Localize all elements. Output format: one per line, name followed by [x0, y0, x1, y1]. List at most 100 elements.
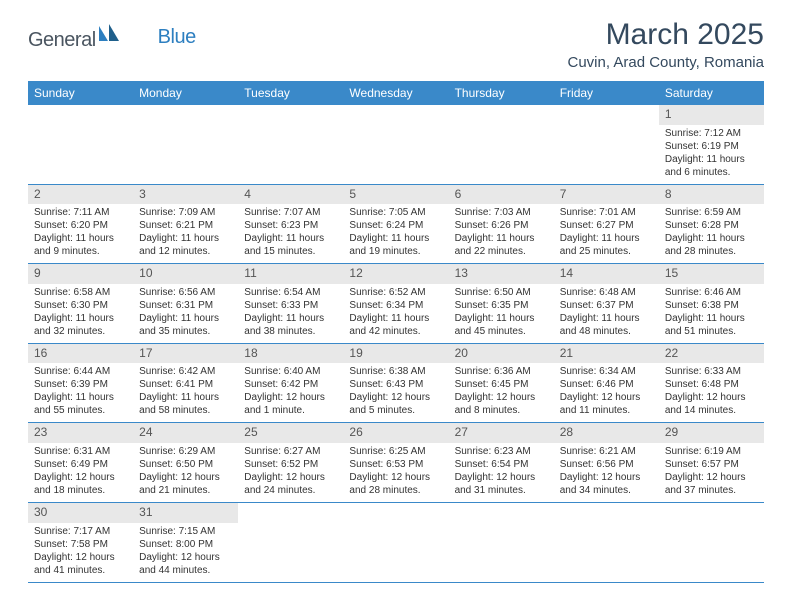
sunrise-text: Sunrise: 7:05 AM — [349, 206, 442, 219]
calendar-day-cell: 8Sunrise: 6:59 AMSunset: 6:28 PMDaylight… — [659, 184, 764, 264]
calendar-day-cell: 25Sunrise: 6:27 AMSunset: 6:52 PMDayligh… — [238, 423, 343, 503]
daylight-text: and 35 minutes. — [139, 325, 232, 338]
sunrise-text: Sunrise: 6:59 AM — [665, 206, 758, 219]
daylight-text: and 34 minutes. — [560, 484, 653, 497]
sunset-text: Sunset: 6:26 PM — [455, 219, 548, 232]
sunset-text: Sunset: 6:28 PM — [665, 219, 758, 232]
sunrise-text: Sunrise: 7:03 AM — [455, 206, 548, 219]
daylight-text: Daylight: 11 hours — [665, 153, 758, 166]
sunset-text: Sunset: 8:00 PM — [139, 538, 232, 551]
calendar-week-row: 2Sunrise: 7:11 AMSunset: 6:20 PMDaylight… — [28, 184, 764, 264]
day-number: 5 — [343, 185, 448, 205]
sunrise-text: Sunrise: 7:01 AM — [560, 206, 653, 219]
daylight-text: Daylight: 12 hours — [139, 551, 232, 564]
daylight-text: Daylight: 12 hours — [560, 471, 653, 484]
sunrise-text: Sunrise: 6:56 AM — [139, 286, 232, 299]
daylight-text: Daylight: 12 hours — [560, 391, 653, 404]
daylight-text: Daylight: 12 hours — [244, 471, 337, 484]
calendar-day-cell: 31Sunrise: 7:15 AMSunset: 8:00 PMDayligh… — [133, 502, 238, 582]
day-number: 28 — [554, 423, 659, 443]
sunrise-text: Sunrise: 7:07 AM — [244, 206, 337, 219]
daylight-text: and 19 minutes. — [349, 245, 442, 258]
calendar-day-cell: 3Sunrise: 7:09 AMSunset: 6:21 PMDaylight… — [133, 184, 238, 264]
sunrise-text: Sunrise: 6:40 AM — [244, 365, 337, 378]
page-header: General Blue March 2025 Cuvin, Arad Coun… — [28, 18, 764, 71]
sunset-text: Sunset: 6:42 PM — [244, 378, 337, 391]
daylight-text: and 5 minutes. — [349, 404, 442, 417]
sunset-text: Sunset: 6:52 PM — [244, 458, 337, 471]
sunrise-text: Sunrise: 6:31 AM — [34, 445, 127, 458]
calendar-day-cell: 5Sunrise: 7:05 AMSunset: 6:24 PMDaylight… — [343, 184, 448, 264]
daylight-text: Daylight: 11 hours — [665, 232, 758, 245]
calendar-week-row: 9Sunrise: 6:58 AMSunset: 6:30 PMDaylight… — [28, 264, 764, 344]
daylight-text: Daylight: 11 hours — [34, 312, 127, 325]
sunrise-text: Sunrise: 6:19 AM — [665, 445, 758, 458]
daylight-text: and 6 minutes. — [665, 166, 758, 179]
day-number: 7 — [554, 185, 659, 205]
day-number: 9 — [28, 264, 133, 284]
calendar-day-cell: 17Sunrise: 6:42 AMSunset: 6:41 PMDayligh… — [133, 343, 238, 423]
day-number: 3 — [133, 185, 238, 205]
sunset-text: Sunset: 6:38 PM — [665, 299, 758, 312]
daylight-text: and 14 minutes. — [665, 404, 758, 417]
day-number: 27 — [449, 423, 554, 443]
daylight-text: and 37 minutes. — [665, 484, 758, 497]
day-number: 4 — [238, 185, 343, 205]
sunrise-text: Sunrise: 7:15 AM — [139, 525, 232, 538]
day-number: 26 — [343, 423, 448, 443]
daylight-text: and 48 minutes. — [560, 325, 653, 338]
daylight-text: and 51 minutes. — [665, 325, 758, 338]
daylight-text: Daylight: 11 hours — [244, 312, 337, 325]
calendar-week-row: 30Sunrise: 7:17 AMSunset: 7:58 PMDayligh… — [28, 502, 764, 582]
sunset-text: Sunset: 6:57 PM — [665, 458, 758, 471]
sunset-text: Sunset: 6:23 PM — [244, 219, 337, 232]
daylight-text: Daylight: 11 hours — [349, 312, 442, 325]
title-block: March 2025 Cuvin, Arad County, Romania — [568, 18, 765, 71]
location-subtitle: Cuvin, Arad County, Romania — [568, 54, 765, 71]
daylight-text: and 28 minutes. — [349, 484, 442, 497]
sunset-text: Sunset: 6:37 PM — [560, 299, 653, 312]
daylight-text: Daylight: 12 hours — [34, 471, 127, 484]
day-number: 11 — [238, 264, 343, 284]
calendar-empty-cell — [554, 502, 659, 582]
calendar-empty-cell — [133, 105, 238, 184]
daylight-text: and 45 minutes. — [455, 325, 548, 338]
sunrise-text: Sunrise: 6:50 AM — [455, 286, 548, 299]
sunset-text: Sunset: 6:46 PM — [560, 378, 653, 391]
daylight-text: Daylight: 12 hours — [665, 391, 758, 404]
daylight-text: Daylight: 11 hours — [455, 232, 548, 245]
day-header-sat: Saturday — [659, 81, 764, 105]
daylight-text: and 31 minutes. — [455, 484, 548, 497]
sunset-text: Sunset: 6:54 PM — [455, 458, 548, 471]
sunset-text: Sunset: 6:27 PM — [560, 219, 653, 232]
calendar-day-cell: 24Sunrise: 6:29 AMSunset: 6:50 PMDayligh… — [133, 423, 238, 503]
calendar-empty-cell — [554, 105, 659, 184]
sunset-text: Sunset: 6:20 PM — [34, 219, 127, 232]
sunrise-text: Sunrise: 6:38 AM — [349, 365, 442, 378]
daylight-text: Daylight: 11 hours — [455, 312, 548, 325]
day-header-tue: Tuesday — [238, 81, 343, 105]
calendar-empty-cell — [449, 502, 554, 582]
calendar-body: 1Sunrise: 7:12 AMSunset: 6:19 PMDaylight… — [28, 105, 764, 582]
daylight-text: and 32 minutes. — [34, 325, 127, 338]
sunset-text: Sunset: 6:48 PM — [665, 378, 758, 391]
daylight-text: Daylight: 12 hours — [455, 391, 548, 404]
calendar-day-cell: 18Sunrise: 6:40 AMSunset: 6:42 PMDayligh… — [238, 343, 343, 423]
sunset-text: Sunset: 6:31 PM — [139, 299, 232, 312]
sunrise-text: Sunrise: 6:27 AM — [244, 445, 337, 458]
calendar-empty-cell — [343, 502, 448, 582]
day-number: 30 — [28, 503, 133, 523]
calendar-empty-cell — [238, 502, 343, 582]
day-number: 19 — [343, 344, 448, 364]
sunset-text: Sunset: 6:49 PM — [34, 458, 127, 471]
day-header-fri: Friday — [554, 81, 659, 105]
calendar-day-cell: 28Sunrise: 6:21 AMSunset: 6:56 PMDayligh… — [554, 423, 659, 503]
daylight-text: and 8 minutes. — [455, 404, 548, 417]
sunset-text: Sunset: 6:19 PM — [665, 140, 758, 153]
calendar-day-cell: 4Sunrise: 7:07 AMSunset: 6:23 PMDaylight… — [238, 184, 343, 264]
sunrise-text: Sunrise: 6:29 AM — [139, 445, 232, 458]
daylight-text: Daylight: 12 hours — [244, 391, 337, 404]
calendar-day-cell: 27Sunrise: 6:23 AMSunset: 6:54 PMDayligh… — [449, 423, 554, 503]
calendar-day-cell: 29Sunrise: 6:19 AMSunset: 6:57 PMDayligh… — [659, 423, 764, 503]
sunrise-text: Sunrise: 7:17 AM — [34, 525, 127, 538]
